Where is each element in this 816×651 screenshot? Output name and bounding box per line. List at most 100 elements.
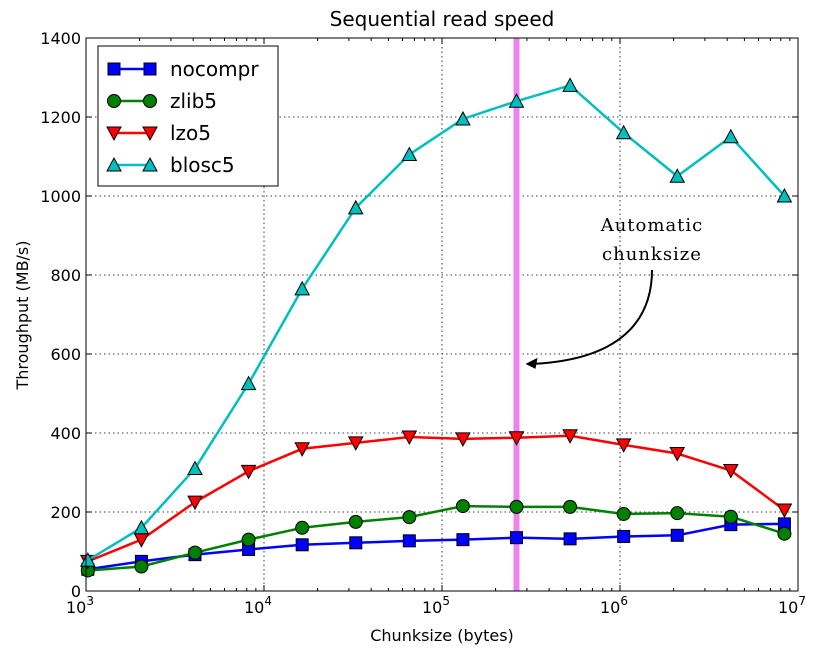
y-tick-label: 1000 [40,187,81,206]
series-line [87,504,785,572]
data-point [776,503,793,519]
y-axis-label: Throughput (MB/s) [13,240,32,390]
y-tick-label: 1200 [40,108,81,127]
annotation-line-1: Automatic [600,215,704,236]
legend-label: zlib5 [170,89,217,113]
chart-title: Sequential read speed [330,7,555,31]
data-point [455,499,470,514]
x-tick-label: 105 [422,594,450,617]
y-tick-label: 400 [50,424,81,443]
x-tick-base: 10 [422,598,442,617]
data-point [106,156,122,172]
legend: nocompr zlib5 lzo5 blosc5 [97,45,279,187]
data-point [133,519,150,535]
data-point [347,436,364,451]
series-line [87,434,786,563]
legend-entry-zlib5: zlib5 [107,89,217,113]
data-point [456,533,470,547]
data-point [294,442,311,457]
data-point [670,528,684,542]
data-point [187,460,203,476]
legend-entry-lzo5: lzo5 [106,121,211,145]
data-point [401,146,418,162]
series-group [79,77,793,578]
data-point [670,506,685,521]
data-point [617,529,631,543]
x-tick-exponent: 5 [442,594,450,608]
x-tick-base: 10 [778,598,798,617]
data-point [669,168,686,183]
y-tick-label: 1400 [40,29,81,48]
data-point [188,545,203,560]
data-point [402,510,417,525]
data-point [295,520,310,535]
y-tick-label: 600 [50,345,81,364]
data-point [401,430,418,446]
data-point [455,110,471,126]
data-point [563,532,577,546]
data-point [187,495,203,511]
data-point [722,128,739,144]
legend-entry-blosc5: blosc5 [106,153,235,177]
data-point [107,94,121,108]
data-point [616,506,631,521]
data-point [402,534,416,548]
x-tick-exponent: 7 [798,594,806,608]
data-point [508,431,525,446]
x-tick-base: 10 [600,598,620,617]
x-tick-base: 10 [244,598,264,617]
x-tick-label: 104 [244,594,272,617]
x-tick-exponent: 6 [620,594,628,608]
x-tick-exponent: 3 [86,594,94,608]
data-point [723,509,738,524]
data-point [294,280,311,296]
annotation: Automatic chunksize [525,215,704,369]
legend-entry-nocompr: nocompr [107,57,259,81]
series-zlib5 [80,499,792,578]
data-point [134,559,149,574]
annotation-line-2: chunksize [602,244,702,265]
data-point [455,432,471,447]
legend-label: lzo5 [170,121,211,145]
data-point [563,499,578,514]
data-point [295,538,309,552]
data-point [510,531,524,545]
data-point [776,187,793,203]
x-tick-base: 10 [66,598,86,617]
x-tick-label: 103 [66,594,94,617]
x-tick-exponent: 4 [264,594,272,608]
series-line [87,84,786,562]
data-point [142,156,158,172]
x-tick-label: 106 [600,594,628,617]
data-point [241,532,256,547]
data-point [107,62,121,76]
data-point [347,199,364,215]
data-point [509,499,524,514]
x-axis-label: Chunksize (bytes) [370,626,514,645]
data-point [615,124,632,140]
data-point [615,438,632,453]
data-point [349,536,363,550]
annotation-arrow [533,269,653,365]
y-tick-label: 200 [50,503,81,522]
data-point [142,126,158,142]
data-point [777,526,792,541]
annotation-arrowhead [525,357,538,369]
data-point [240,375,257,391]
data-point [106,126,122,142]
data-point [240,464,257,480]
y-tick-label: 800 [50,266,81,285]
data-point [508,93,525,108]
data-point [348,514,363,529]
y-tick-label: 0 [71,582,81,601]
legend-label: blosc5 [170,153,235,177]
data-point [722,464,739,479]
data-point [669,447,686,462]
data-point [562,77,578,92]
series-blosc5 [79,77,793,567]
data-point [79,552,96,567]
data-point [562,429,578,444]
series-line [87,522,785,571]
